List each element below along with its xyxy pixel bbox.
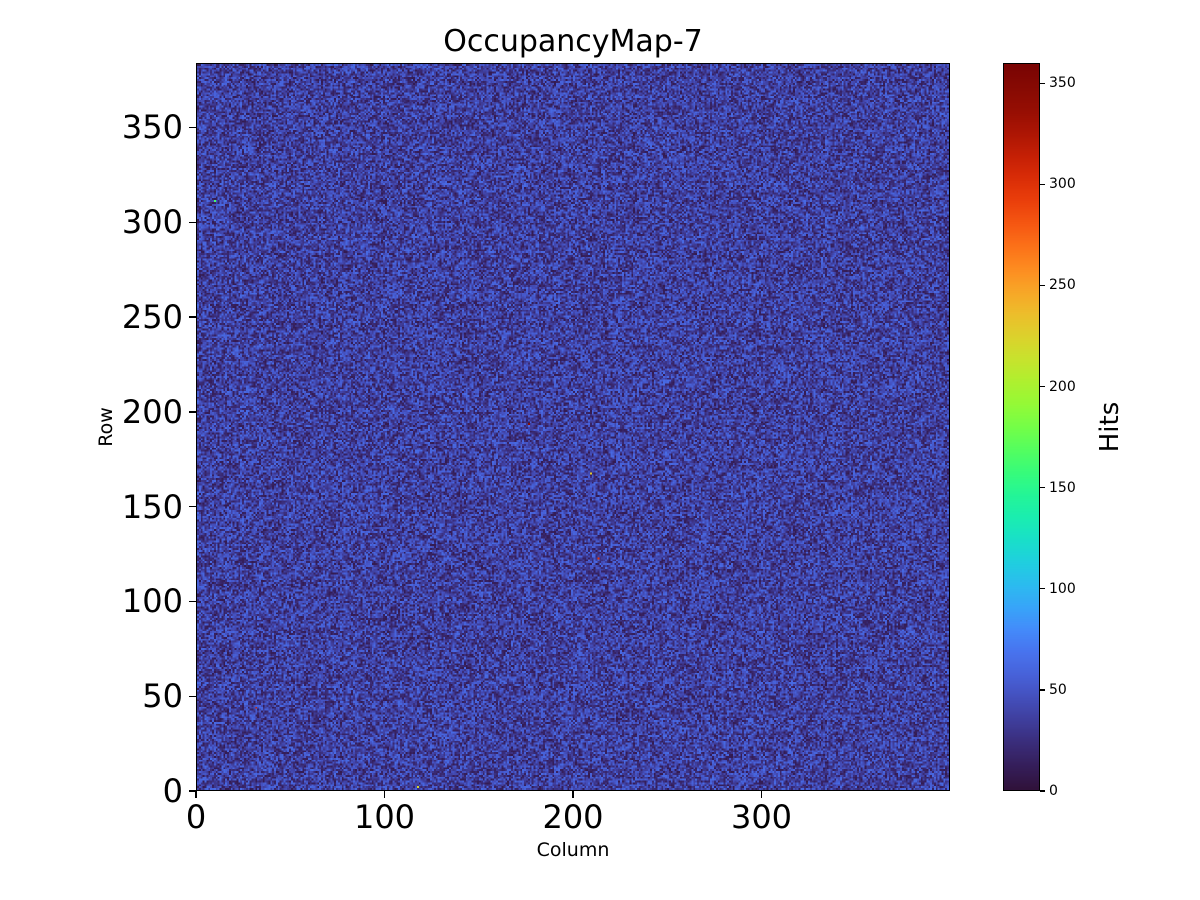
x-tick-mark (383, 791, 386, 798)
colorbar-tick-mark (1040, 385, 1045, 388)
colorbar-tick-mark (1040, 790, 1045, 792)
x-axis-label: Column (536, 839, 610, 861)
x-tick-label: 0 (185, 798, 207, 836)
colorbar-tick-label: 150 (1049, 479, 1076, 496)
y-tick-mark (189, 411, 196, 413)
colorbar-tick-label: 0 (1049, 783, 1058, 799)
y-tick-label: 100 (121, 582, 183, 621)
colorbar-tick-label: 100 (1049, 580, 1076, 597)
y-axis-label: Row (95, 407, 117, 447)
x-tick-mark (760, 791, 763, 798)
y-tick-mark (189, 126, 196, 129)
colorbar-gradient (1004, 64, 1039, 790)
y-tick-label: 50 (142, 677, 183, 716)
colorbar-tick-mark (1040, 588, 1045, 590)
y-tick-label: 150 (121, 487, 183, 526)
y-tick-label: 350 (121, 108, 183, 147)
y-tick-label: 250 (121, 298, 183, 337)
colorbar-tick-label: 200 (1049, 378, 1076, 395)
colorbar-tick-mark (1040, 486, 1045, 489)
colorbar-tick-label: 300 (1049, 176, 1076, 193)
y-tick-label: 300 (121, 203, 183, 242)
heatmap-image (197, 64, 949, 790)
x-tick-mark (572, 791, 574, 798)
y-tick-label: 0 (162, 772, 183, 810)
colorbar (1003, 63, 1040, 791)
colorbar-tick-mark (1040, 82, 1045, 84)
colorbar-tick-mark (1040, 284, 1045, 287)
y-tick-mark (189, 600, 196, 603)
colorbar-tick-mark (1040, 183, 1045, 186)
y-tick-label: 200 (121, 392, 183, 431)
colorbar-tick-mark (1040, 689, 1045, 691)
colorbar-tick-label: 250 (1049, 277, 1076, 294)
x-tick-mark (195, 791, 197, 798)
colorbar-label: Hits (1095, 401, 1125, 453)
colorbar-tick-label: 50 (1049, 681, 1067, 698)
x-tick-label: 100 (353, 798, 416, 836)
y-tick-mark (189, 695, 196, 697)
x-tick-label: 300 (730, 798, 793, 836)
y-tick-mark (189, 221, 196, 223)
heatmap-plot-area (196, 63, 950, 791)
chart-title: OccupancyMap-7 (443, 24, 703, 59)
y-tick-mark (189, 316, 196, 318)
x-tick-label: 200 (542, 798, 604, 836)
y-tick-mark (189, 505, 196, 508)
colorbar-tick-label: 350 (1049, 75, 1076, 92)
y-tick-mark (189, 790, 196, 792)
